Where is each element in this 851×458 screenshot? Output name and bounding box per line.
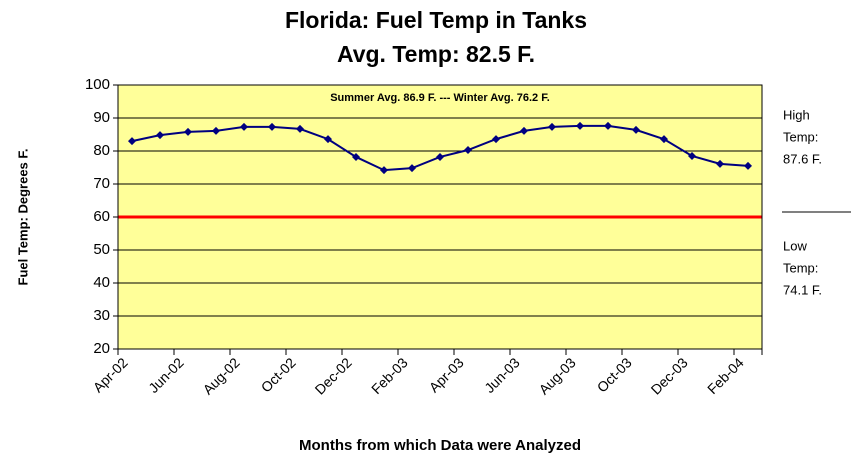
data-point [660, 135, 668, 144]
x-tick-label: Jun-02 [145, 354, 187, 396]
data-point [212, 126, 220, 135]
annotation: 87.6 F. [783, 151, 822, 166]
x-tick-label: Jun-03 [481, 354, 523, 396]
data-point [324, 135, 332, 144]
x-tick-label: Oct-02 [258, 354, 299, 395]
data-point [128, 137, 136, 146]
x-tick-label: Oct-03 [594, 354, 635, 395]
x-tick-label: Apr-03 [426, 354, 467, 395]
annotation: High [783, 107, 810, 122]
annotation: Temp: [783, 260, 818, 275]
x-axis-label: Months from which Data were Analyzed [299, 437, 581, 454]
y-tick-label: 50 [93, 241, 110, 258]
plot-border [117, 84, 763, 350]
y-tick-label: 70 [93, 175, 110, 192]
y-tick-label: 100 [85, 76, 110, 93]
data-point [268, 122, 276, 131]
data-point [604, 121, 612, 130]
x-tick-label: Apr-02 [90, 354, 131, 395]
data-point [492, 135, 500, 144]
x-tick-label: Aug-03 [535, 354, 578, 397]
y-tick-label: 40 [93, 274, 110, 291]
data-point [380, 166, 388, 175]
data-point [240, 122, 248, 131]
data-point [744, 161, 752, 170]
x-tick-label: Feb-04 [704, 354, 747, 397]
data-point [184, 127, 192, 136]
x-tick-label: Dec-03 [648, 354, 691, 397]
annotation: Summer Avg. 86.9 F. --- Winter Avg. 76.2… [330, 92, 550, 104]
annotation: Temp: [783, 129, 818, 144]
x-tick-label: Dec-02 [312, 354, 355, 397]
data-point [576, 121, 584, 130]
data-point [632, 125, 640, 134]
y-tick-label: 90 [93, 109, 110, 126]
y-tick-label: 20 [93, 340, 110, 357]
data-point [520, 126, 528, 135]
annotation: Low [783, 238, 807, 253]
y-axis-label: Fuel Temp: Degrees F. [15, 148, 30, 285]
data-point [156, 131, 164, 140]
data-point [408, 164, 416, 173]
chart-title: Florida: Fuel Temp in Tanks [285, 7, 587, 33]
data-point [296, 124, 304, 133]
data-point [464, 146, 472, 155]
x-tick-label: Feb-03 [368, 354, 411, 397]
data-point [548, 122, 556, 131]
annotation: 74.1 F. [783, 282, 822, 297]
x-tick-label: Aug-02 [199, 354, 242, 397]
chart-title: Avg. Temp: 82.5 F. [337, 41, 535, 67]
data-point [352, 152, 360, 161]
y-tick-label: 30 [93, 307, 110, 324]
data-point [716, 159, 724, 168]
y-tick-label: 60 [93, 208, 110, 225]
data-point [688, 151, 696, 160]
data-point [436, 152, 444, 161]
y-tick-label: 80 [93, 142, 110, 159]
